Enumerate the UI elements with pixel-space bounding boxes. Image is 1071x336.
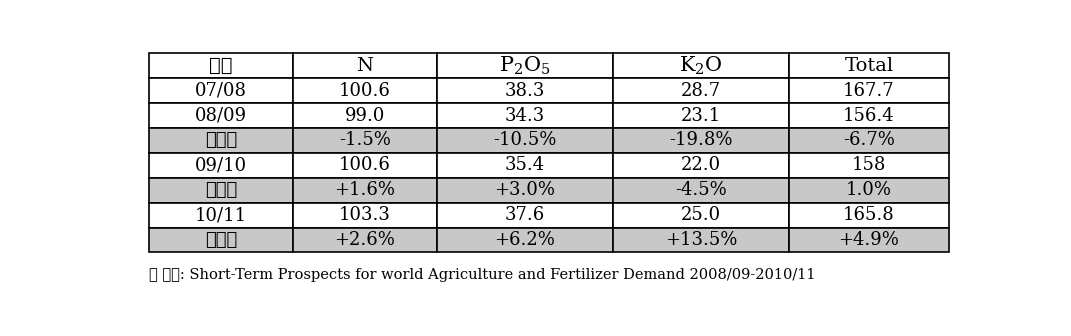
Text: $\mathregular{P_2O_5}$: $\mathregular{P_2O_5}$ [499,54,550,77]
Bar [613,203,789,227]
Text: 165.8: 165.8 [843,206,894,224]
Bar [613,128,789,153]
Bar [437,203,613,227]
Bar [789,178,949,203]
Text: 35.4: 35.4 [504,156,545,174]
Bar [789,53,949,78]
Text: 22.0: 22.0 [681,156,721,174]
Text: 100.6: 100.6 [338,156,391,174]
Bar [149,178,292,203]
Bar [613,53,789,78]
Bar [149,103,292,128]
Bar [437,153,613,178]
Text: 23.1: 23.1 [681,107,721,125]
Text: 09/10: 09/10 [195,156,247,174]
Bar [437,128,613,153]
Text: 38.3: 38.3 [504,82,545,99]
Bar [613,227,789,252]
Bar [613,78,789,103]
Text: +3.0%: +3.0% [495,181,556,199]
Text: 28.7: 28.7 [681,82,721,99]
Text: 10/11: 10/11 [195,206,247,224]
Text: +6.2%: +6.2% [495,231,556,249]
Text: 변동률: 변동률 [205,131,237,150]
Bar [292,128,437,153]
Text: +13.5%: +13.5% [665,231,737,249]
Bar [292,78,437,103]
Text: +2.6%: +2.6% [334,231,395,249]
Bar [292,203,437,227]
Text: -4.5%: -4.5% [675,181,727,199]
Text: -19.8%: -19.8% [669,131,733,150]
Text: 08/09: 08/09 [195,107,247,125]
Text: 100.6: 100.6 [338,82,391,99]
Bar [613,178,789,203]
Text: 1.0%: 1.0% [846,181,892,199]
Text: $\mathregular{K_2O}$: $\mathregular{K_2O}$ [679,54,723,77]
Bar [789,203,949,227]
Bar [292,53,437,78]
Bar [149,227,292,252]
Bar [613,153,789,178]
Bar [789,227,949,252]
Text: 25.0: 25.0 [681,206,721,224]
Bar [149,78,292,103]
Text: 변동율: 변동율 [205,181,237,199]
Bar [613,103,789,128]
Bar [437,227,613,252]
Text: 156.4: 156.4 [843,107,894,125]
Bar [149,203,292,227]
Bar [292,103,437,128]
Bar [789,153,949,178]
Bar [437,103,613,128]
Bar [789,103,949,128]
Text: 구분: 구분 [209,57,232,75]
Text: N: N [357,57,374,75]
Bar [149,53,292,78]
Bar [437,178,613,203]
Text: 34.3: 34.3 [504,107,545,125]
Bar [437,53,613,78]
Text: ※ 자료: Short-Term Prospects for world Agriculture and Fertilizer Demand 2008/09-2: ※ 자료: Short-Term Prospects for world Agr… [149,268,815,282]
Text: 07/08: 07/08 [195,82,246,99]
Text: 99.0: 99.0 [345,107,386,125]
Bar [292,227,437,252]
Text: -6.7%: -6.7% [843,131,895,150]
Text: 158: 158 [851,156,886,174]
Bar [149,128,292,153]
Bar [789,128,949,153]
Text: -1.5%: -1.5% [338,131,391,150]
Bar [149,153,292,178]
Text: +4.9%: +4.9% [839,231,900,249]
Text: 37.6: 37.6 [504,206,545,224]
Bar [437,78,613,103]
Text: Total: Total [844,57,893,75]
Text: 167.7: 167.7 [843,82,894,99]
Text: 103.3: 103.3 [338,206,391,224]
Bar [789,78,949,103]
Text: +1.6%: +1.6% [334,181,395,199]
Text: -10.5%: -10.5% [494,131,557,150]
Text: 변동율: 변동율 [205,231,237,249]
Bar [292,178,437,203]
Bar [292,153,437,178]
